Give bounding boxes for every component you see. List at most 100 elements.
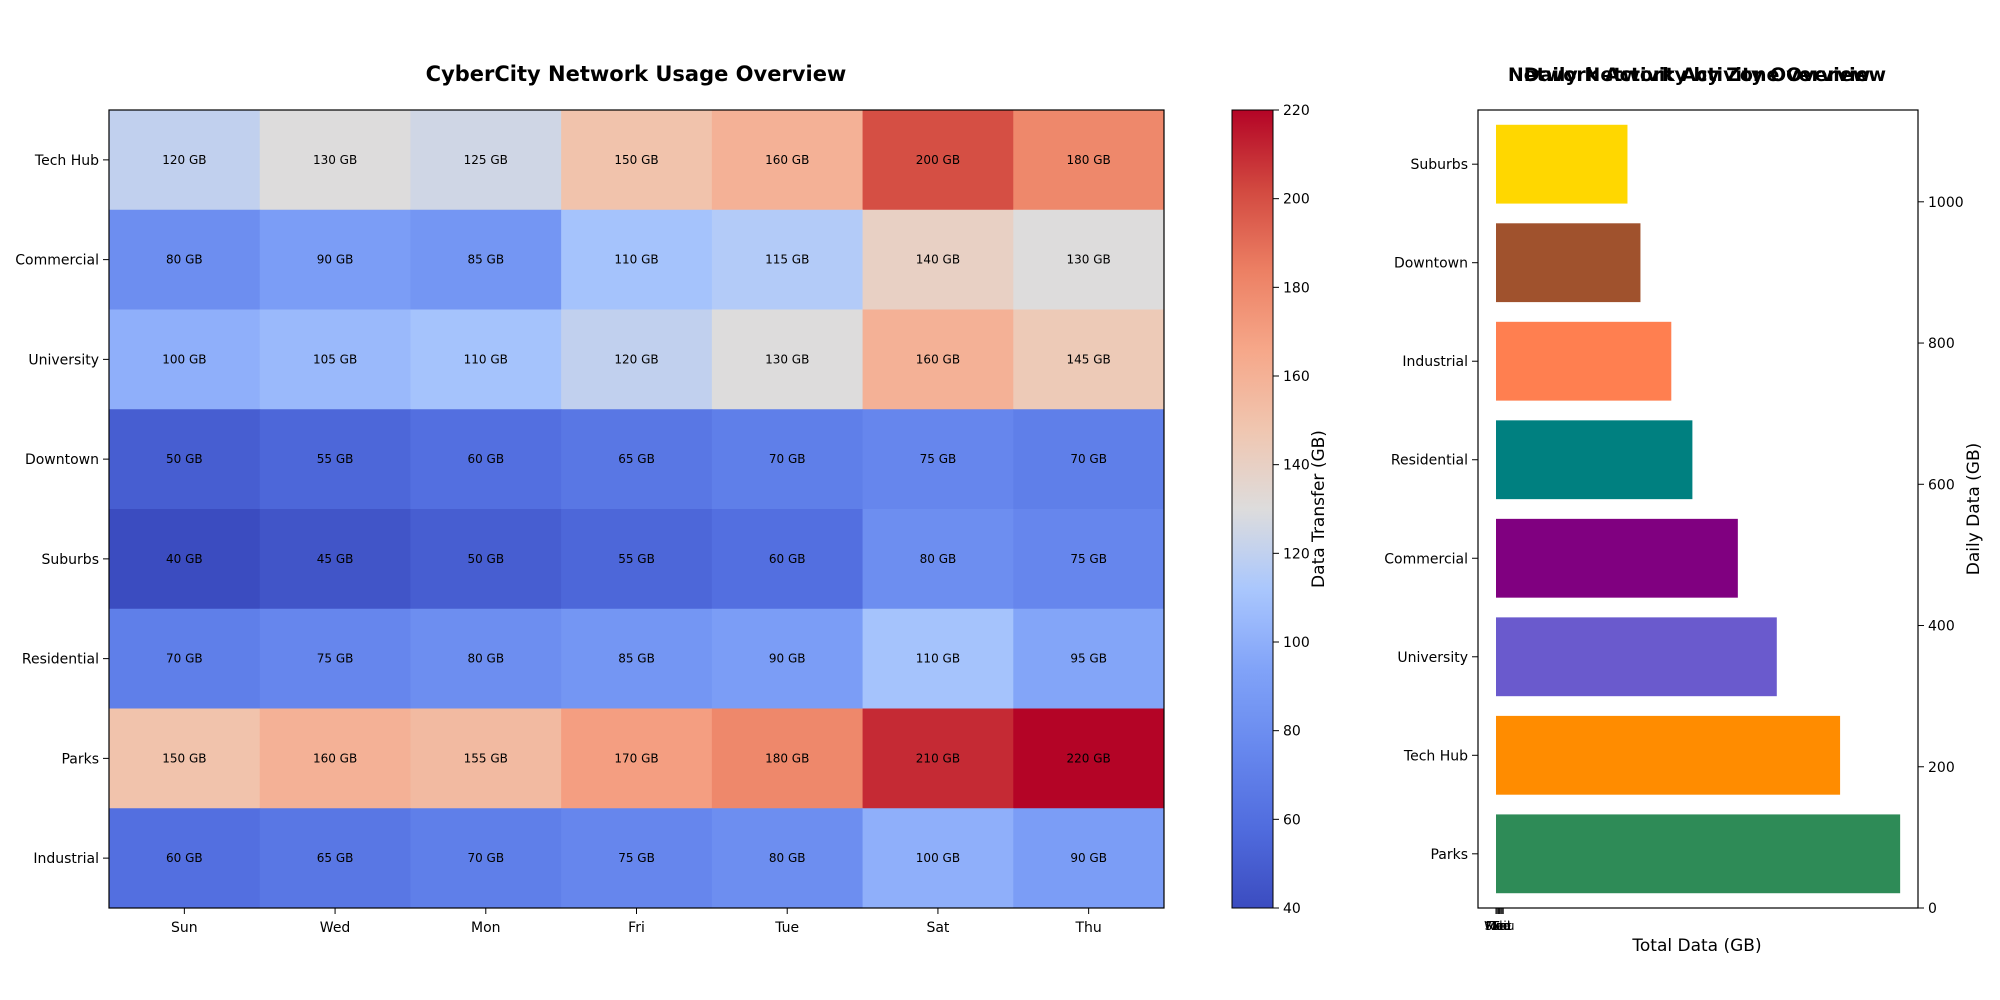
- heatmap-cell-label: 200 GB: [916, 153, 960, 167]
- heatmap-cell: [259, 209, 411, 310]
- heatmap-cell: [711, 110, 864, 211]
- bar-y-tick-label: Industrial: [1402, 354, 1468, 370]
- bar-panel: Daily Network Activity Overview Network …: [1384, 64, 1984, 956]
- heatmap-cell-label: 100 GB: [162, 352, 206, 366]
- bar-secondary-axis-ticks: 0 200 400 600 800 1000: [1918, 195, 1964, 917]
- colorbar-tick-label: 120: [1283, 546, 1310, 562]
- colorbar-tick-label: 100: [1283, 635, 1310, 651]
- heatmap-cell: [862, 409, 1014, 510]
- bar-y-tick-label: Parks: [1430, 847, 1468, 863]
- heatmap-cell: [410, 209, 562, 310]
- heatmap-cell: [1013, 509, 1165, 610]
- bars: [1496, 124, 1901, 894]
- heatmap-cell: [109, 110, 261, 211]
- heatmap-cell: [561, 608, 713, 709]
- heatmap-cell-label: 155 GB: [464, 751, 508, 765]
- colorbar-gradient: [1231, 109, 1274, 909]
- heatmap-cell: [410, 808, 562, 909]
- colorbar-tick-label: 180: [1283, 280, 1310, 296]
- heatmap-cell: [1013, 209, 1165, 310]
- bar: [1496, 617, 1777, 697]
- bar: [1496, 715, 1841, 795]
- heatmap-cell: [711, 509, 864, 610]
- heatmap-cell-label: 150 GB: [162, 751, 206, 765]
- heatmap-cell: [561, 309, 713, 410]
- heatmap-cell-label: 95 GB: [1070, 652, 1107, 666]
- bar-x-tick-label: Tue: [1490, 919, 1512, 933]
- heatmap-cell-label: 80 GB: [166, 253, 203, 267]
- heatmap-cell: [1013, 608, 1165, 709]
- bar: [1496, 518, 1738, 598]
- bar: [1496, 814, 1901, 894]
- secondary-axis-tick-label: 200: [1928, 760, 1955, 776]
- secondary-axis-tick-label: 400: [1928, 619, 1955, 635]
- heatmap-cell: [259, 608, 411, 709]
- heatmap-cell-label: 90 GB: [769, 652, 806, 666]
- heatmap-cell: [410, 309, 562, 410]
- heatmap-cell: [1013, 409, 1165, 510]
- heatmap-cell-label: 90 GB: [317, 253, 354, 267]
- heatmap-cell: [862, 309, 1014, 410]
- heatmap-panel: CyberCity Network Usage Overview 120 GB 1…: [15, 62, 1165, 936]
- heatmap-x-tick-labels: Sun Wed Mon Fri Tue Sat Thu: [171, 908, 1102, 936]
- heatmap-cell: [561, 509, 713, 610]
- bar-secondary-axis-label: Daily Data (GB): [1964, 443, 1984, 576]
- heatmap-title: CyberCity Network Usage Overview: [426, 62, 847, 86]
- bar-x-tick-label: Fri: [1492, 919, 1506, 933]
- heatmap-cell: [862, 110, 1014, 211]
- heatmap-cell: [862, 608, 1014, 709]
- heatmap-cell: [259, 409, 411, 510]
- heatmap-x-tick-label: Sun: [171, 920, 198, 936]
- bar-y-tick-labels: Parks Tech Hub University Commercial Residen…: [1384, 157, 1478, 863]
- heatmap-cell-label: 145 GB: [1067, 352, 1111, 366]
- bar: [1496, 420, 1693, 500]
- heatmap-cell: [711, 309, 864, 410]
- heatmap-frame: [108, 109, 1165, 909]
- secondary-axis-tick-label: 600: [1928, 477, 1955, 493]
- colorbar-tick-label: 220: [1283, 103, 1310, 119]
- heatmap-cell-label: 120 GB: [162, 153, 206, 167]
- heatmap-cell: [862, 808, 1014, 909]
- heatmap-cell: [711, 409, 864, 510]
- heatmap-cell-label: 40 GB: [166, 552, 203, 566]
- heatmap-cell-label: 85 GB: [618, 652, 655, 666]
- heatmap-cell: [109, 708, 261, 809]
- heatmap-cell-label: 85 GB: [467, 253, 504, 267]
- bar-y-tick-label: University: [1397, 650, 1468, 666]
- heatmap-x-tick-label: Tue: [774, 920, 799, 936]
- heatmap-y-tick-label: Industrial: [33, 851, 99, 867]
- heatmap-cell: [561, 110, 713, 211]
- bar: [1496, 223, 1641, 303]
- bar-y-tick-label: Residential: [1391, 453, 1468, 469]
- heatmap-cell-label: 130 GB: [313, 153, 357, 167]
- bar-x-tick-label: Mon: [1486, 919, 1511, 933]
- heatmap-cells: 120 GB 130 GB 125 GB 150 GB 160 GB 200 GB 180 …: [109, 110, 1165, 909]
- bar-y-tick-label: Commercial: [1384, 551, 1468, 567]
- heatmap-cell-label: 160 GB: [916, 352, 960, 366]
- heatmap-cell-label: 180 GB: [765, 751, 809, 765]
- heatmap-cell-label: 210 GB: [916, 751, 960, 765]
- heatmap-y-tick-label: Downtown: [25, 452, 99, 468]
- secondary-axis-tick-label: 0: [1928, 901, 1937, 917]
- heatmap-cell-label: 160 GB: [765, 153, 809, 167]
- bar-frame: [1477, 109, 1919, 909]
- heatmap-cell: [561, 409, 713, 510]
- colorbar-label: Data Transfer (GB): [1309, 430, 1329, 588]
- heatmap-cell: [561, 209, 713, 310]
- heatmap-cell-label: 130 GB: [765, 352, 809, 366]
- heatmap-cell-label: 110 GB: [464, 352, 508, 366]
- heatmap-cell-label: 115 GB: [765, 253, 809, 267]
- heatmap-cell-label: 170 GB: [614, 751, 658, 765]
- heatmap-cell-label: 70 GB: [1070, 452, 1107, 466]
- heatmap-cell-label: 70 GB: [467, 851, 504, 865]
- heatmap-x-tick-label: Fri: [628, 920, 645, 936]
- heatmap-cell: [1013, 309, 1165, 410]
- heatmap-x-tick-label: Mon: [471, 920, 501, 936]
- heatmap-y-tick-label: Commercial: [15, 253, 99, 269]
- heatmap-cell-label: 60 GB: [769, 552, 806, 566]
- heatmap-cell: [109, 209, 261, 310]
- heatmap-cell-label: 50 GB: [166, 452, 203, 466]
- heatmap-cell-label: 75 GB: [920, 452, 957, 466]
- heatmap-cell-label: 50 GB: [467, 552, 504, 566]
